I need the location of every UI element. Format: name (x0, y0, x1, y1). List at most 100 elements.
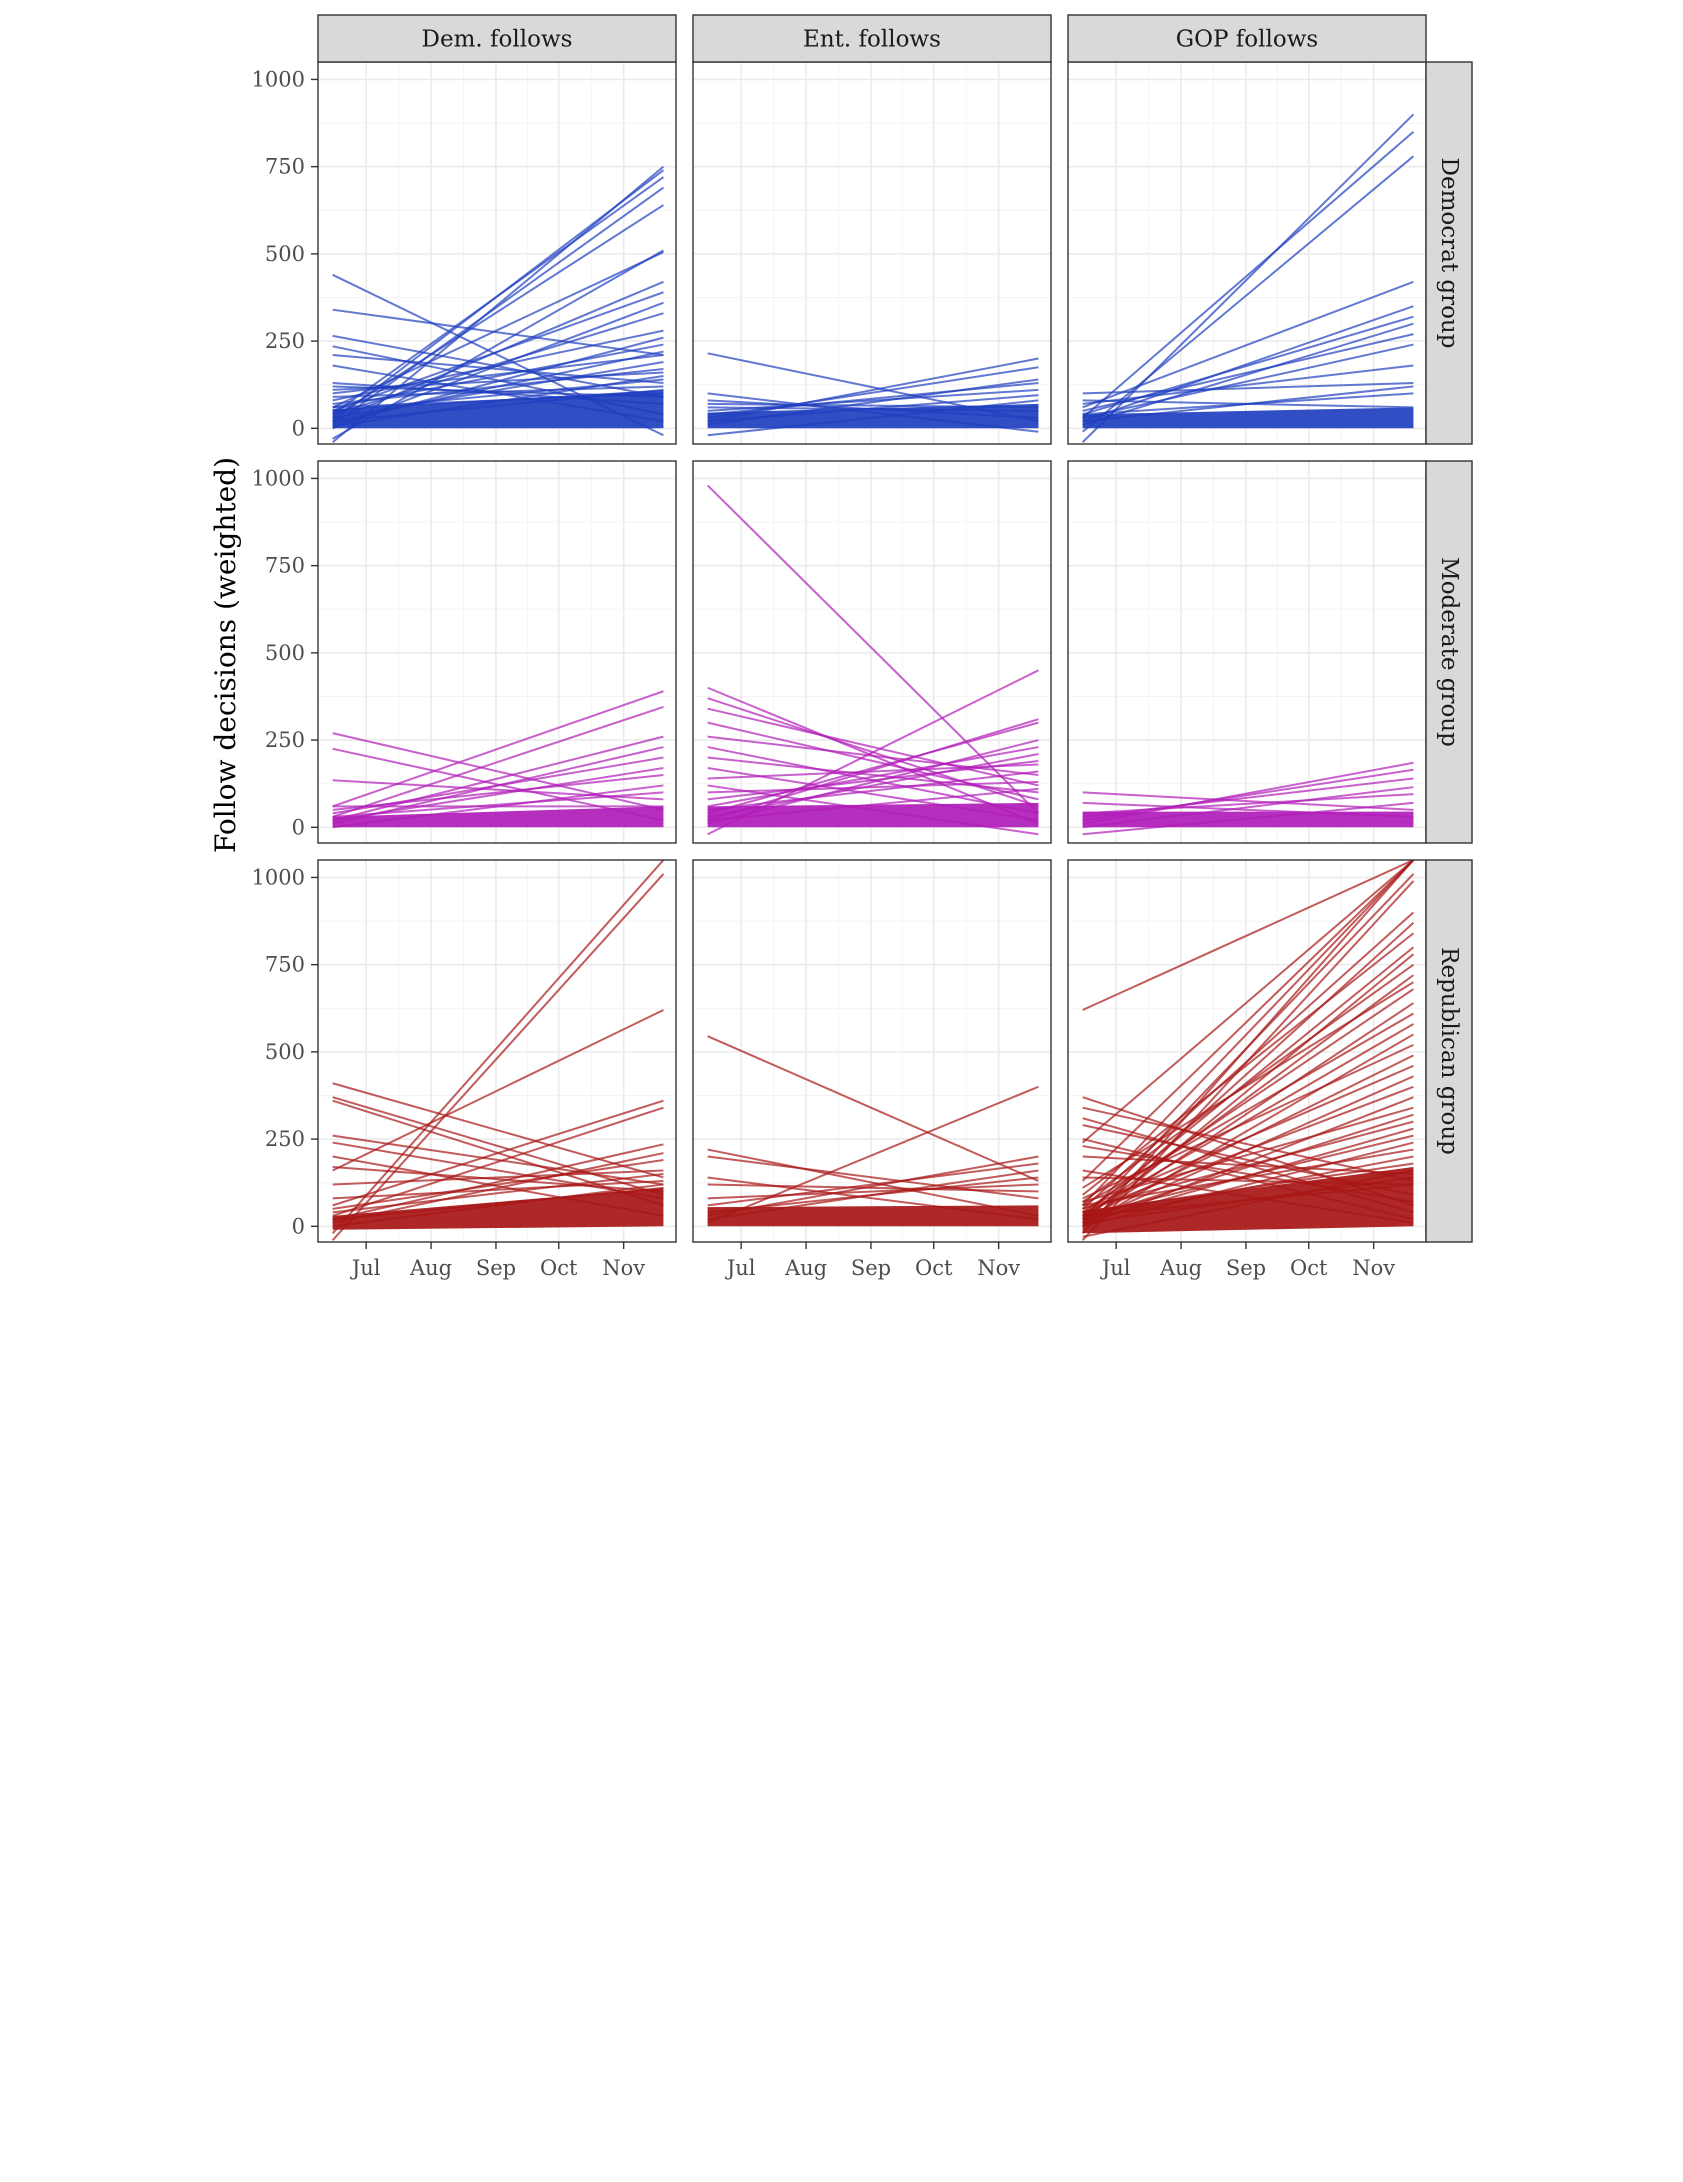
y-tick-label: 250 (265, 1127, 305, 1151)
series-line (1081, 860, 1415, 1207)
y-tick-label: 0 (292, 815, 305, 839)
panel-background (693, 62, 1051, 444)
series-line (707, 760, 1039, 801)
panel-background (1068, 461, 1426, 843)
series-line (332, 291, 664, 412)
series-line (332, 773, 664, 811)
series-line (707, 739, 1039, 825)
y-tick-label: 500 (265, 1040, 305, 1064)
series-lines (331, 860, 665, 1241)
series-line (1082, 963, 1415, 1203)
x-tick-label: Sep (1226, 1256, 1266, 1280)
series-line (707, 1176, 1039, 1221)
series-line (1082, 1106, 1414, 1182)
y-axis-title: Follow decisions (weighted) (209, 457, 242, 853)
y-tick-label: 500 (265, 641, 305, 665)
dense-series-band (332, 1187, 664, 1230)
series-line (707, 357, 1039, 423)
series-line (332, 690, 664, 808)
series-line (707, 1183, 1039, 1193)
series-line (1082, 1155, 1414, 1175)
series-lines (707, 1035, 1039, 1227)
y-tick-label: 750 (265, 554, 305, 578)
panel-border (317, 859, 677, 1243)
dense-series-band (332, 806, 664, 828)
series-line (1082, 1138, 1414, 1221)
x-tick-label: Jul (1100, 1256, 1131, 1280)
panel-0-1 (317, 460, 677, 844)
series-line (1082, 1145, 1414, 1203)
series-line (332, 1186, 664, 1221)
series-line (1082, 860, 1414, 1011)
y-tick-label: 750 (265, 155, 305, 179)
series-line (332, 1169, 664, 1186)
series-lines (707, 352, 1039, 437)
series-line (1082, 1176, 1414, 1186)
dense-series-band (707, 1205, 1039, 1227)
series-line (707, 735, 1039, 776)
column-strip (317, 14, 677, 63)
panel-0-0 (317, 61, 677, 445)
y-tick-label: 1000 (252, 466, 305, 490)
series-line (707, 780, 1039, 794)
series-line (332, 354, 664, 395)
series-line (707, 1035, 1039, 1182)
series-line (706, 484, 1040, 815)
series-line (707, 392, 1039, 433)
panel-1-2 (692, 859, 1052, 1243)
panel-border (317, 460, 677, 844)
series-line (1082, 1064, 1414, 1210)
series-line (1082, 768, 1414, 822)
series-line (707, 756, 1039, 794)
series-line (332, 368, 664, 405)
column-strip-label: Ent. follows (803, 27, 941, 53)
series-line (331, 860, 665, 1234)
y-tick-label: 1000 (252, 865, 305, 889)
panel-border (692, 859, 1052, 1243)
series-line (1082, 1043, 1414, 1200)
series-line (1082, 946, 1415, 1217)
series-line (332, 1082, 664, 1179)
series-line (332, 251, 664, 409)
series-line (1082, 343, 1414, 419)
row-strip (1425, 61, 1473, 445)
series-line (707, 721, 1039, 815)
series-line (1081, 860, 1415, 1182)
series-line (707, 402, 1039, 409)
series-line (1082, 1096, 1414, 1207)
series-line (332, 392, 664, 409)
series-line (332, 1183, 664, 1228)
series-line (332, 1179, 664, 1200)
gridlines (693, 860, 1051, 1242)
series-line (1082, 1169, 1414, 1238)
series-line (707, 1085, 1039, 1224)
series-line (1082, 801, 1414, 836)
panel-1-1 (692, 460, 1052, 844)
series-line (332, 273, 664, 437)
series-line (1082, 381, 1414, 395)
x-tick-label: Aug (1159, 1256, 1202, 1280)
series-line (707, 381, 1039, 416)
series-line (1082, 761, 1414, 825)
series-line (332, 705, 664, 818)
series-line (331, 873, 665, 1241)
series-lines (332, 165, 665, 444)
series-line (1082, 932, 1415, 1196)
series-line (332, 361, 664, 419)
series-line (1082, 1183, 1414, 1217)
y-tick-label: 750 (265, 953, 305, 977)
series-line (332, 791, 664, 818)
series-line (332, 1172, 664, 1214)
y-tick-label: 0 (292, 416, 305, 440)
series-lines (1082, 761, 1414, 836)
series-line (332, 767, 664, 822)
column-strip-label: Dem. follows (422, 27, 573, 53)
x-tick-label: Nov (602, 1256, 645, 1280)
row-strip (1425, 460, 1473, 844)
series-line (1082, 953, 1415, 1228)
series-line (1082, 793, 1414, 815)
series-line (332, 1009, 664, 1172)
series-line (1082, 1085, 1414, 1214)
